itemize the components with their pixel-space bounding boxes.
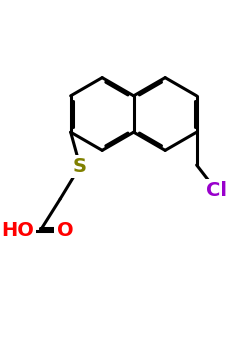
Text: Cl: Cl [206, 181, 227, 200]
Text: S: S [73, 157, 87, 176]
Text: O: O [56, 221, 73, 240]
Text: HO: HO [2, 221, 34, 240]
